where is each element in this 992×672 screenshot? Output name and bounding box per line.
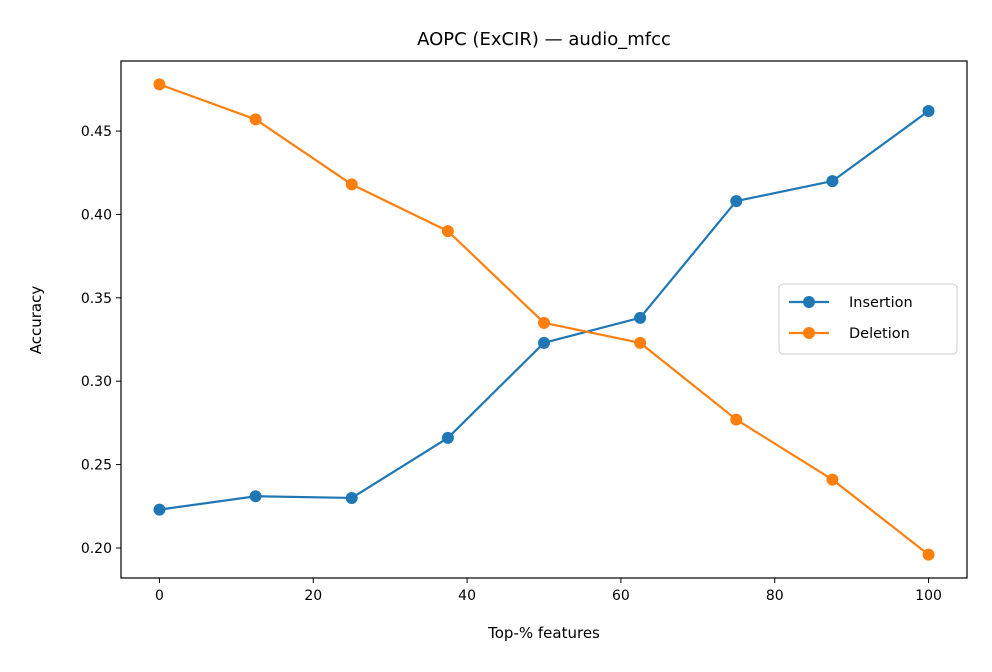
x-tick-label: 80 xyxy=(766,588,784,604)
x-tick-label: 20 xyxy=(304,588,322,604)
x-tick-label: 40 xyxy=(458,588,476,604)
y-tick-label: 0.20 xyxy=(81,541,112,557)
legend-deletion-marker xyxy=(803,327,815,339)
x-axis-label: Top-% features xyxy=(487,624,600,642)
deletion-point xyxy=(345,178,358,191)
legend: Insertion Deletion xyxy=(778,283,958,355)
deletion-point xyxy=(441,225,454,238)
legend-insertion-marker xyxy=(803,296,815,308)
axes-frame xyxy=(120,60,968,579)
y-tick-label: 0.25 xyxy=(81,458,112,474)
insertion-point xyxy=(922,105,935,118)
x-tick-label: 60 xyxy=(612,588,630,604)
insertion-point xyxy=(441,431,454,444)
insertion-point xyxy=(249,490,262,503)
legend-insertion-label: Insertion xyxy=(849,295,913,311)
x-tick-label: 100 xyxy=(915,588,942,604)
deletion-point xyxy=(249,113,262,126)
insertion-point xyxy=(634,311,647,324)
deletion-point xyxy=(538,316,550,329)
insertion-point xyxy=(730,195,743,208)
x-axis: 0 20 40 60 80 100 xyxy=(155,578,942,604)
plot-area xyxy=(153,78,935,561)
deletion-point xyxy=(826,473,839,486)
y-axis-label: Accuracy xyxy=(27,286,45,355)
x-tick-label: 0 xyxy=(155,588,164,604)
y-tick-label: 0.35 xyxy=(81,291,112,307)
deletion-point xyxy=(634,336,647,349)
deletion-point xyxy=(922,548,935,561)
insertion-point xyxy=(826,175,839,188)
deletion-point xyxy=(153,78,166,91)
chart-title: AOPC (ExCIR) — audio_mfcc xyxy=(417,29,671,50)
insertion-point xyxy=(345,491,358,504)
legend-deletion-label: Deletion xyxy=(849,326,910,342)
y-tick-label: 0.30 xyxy=(81,374,112,390)
insertion-point xyxy=(538,336,550,349)
y-tick-label: 0.40 xyxy=(81,207,112,223)
y-axis: 0.20 0.25 0.30 0.35 0.40 0.45 xyxy=(81,124,121,557)
insertion-point xyxy=(153,503,166,516)
deletion-point xyxy=(730,413,743,426)
y-tick-label: 0.45 xyxy=(81,124,112,140)
